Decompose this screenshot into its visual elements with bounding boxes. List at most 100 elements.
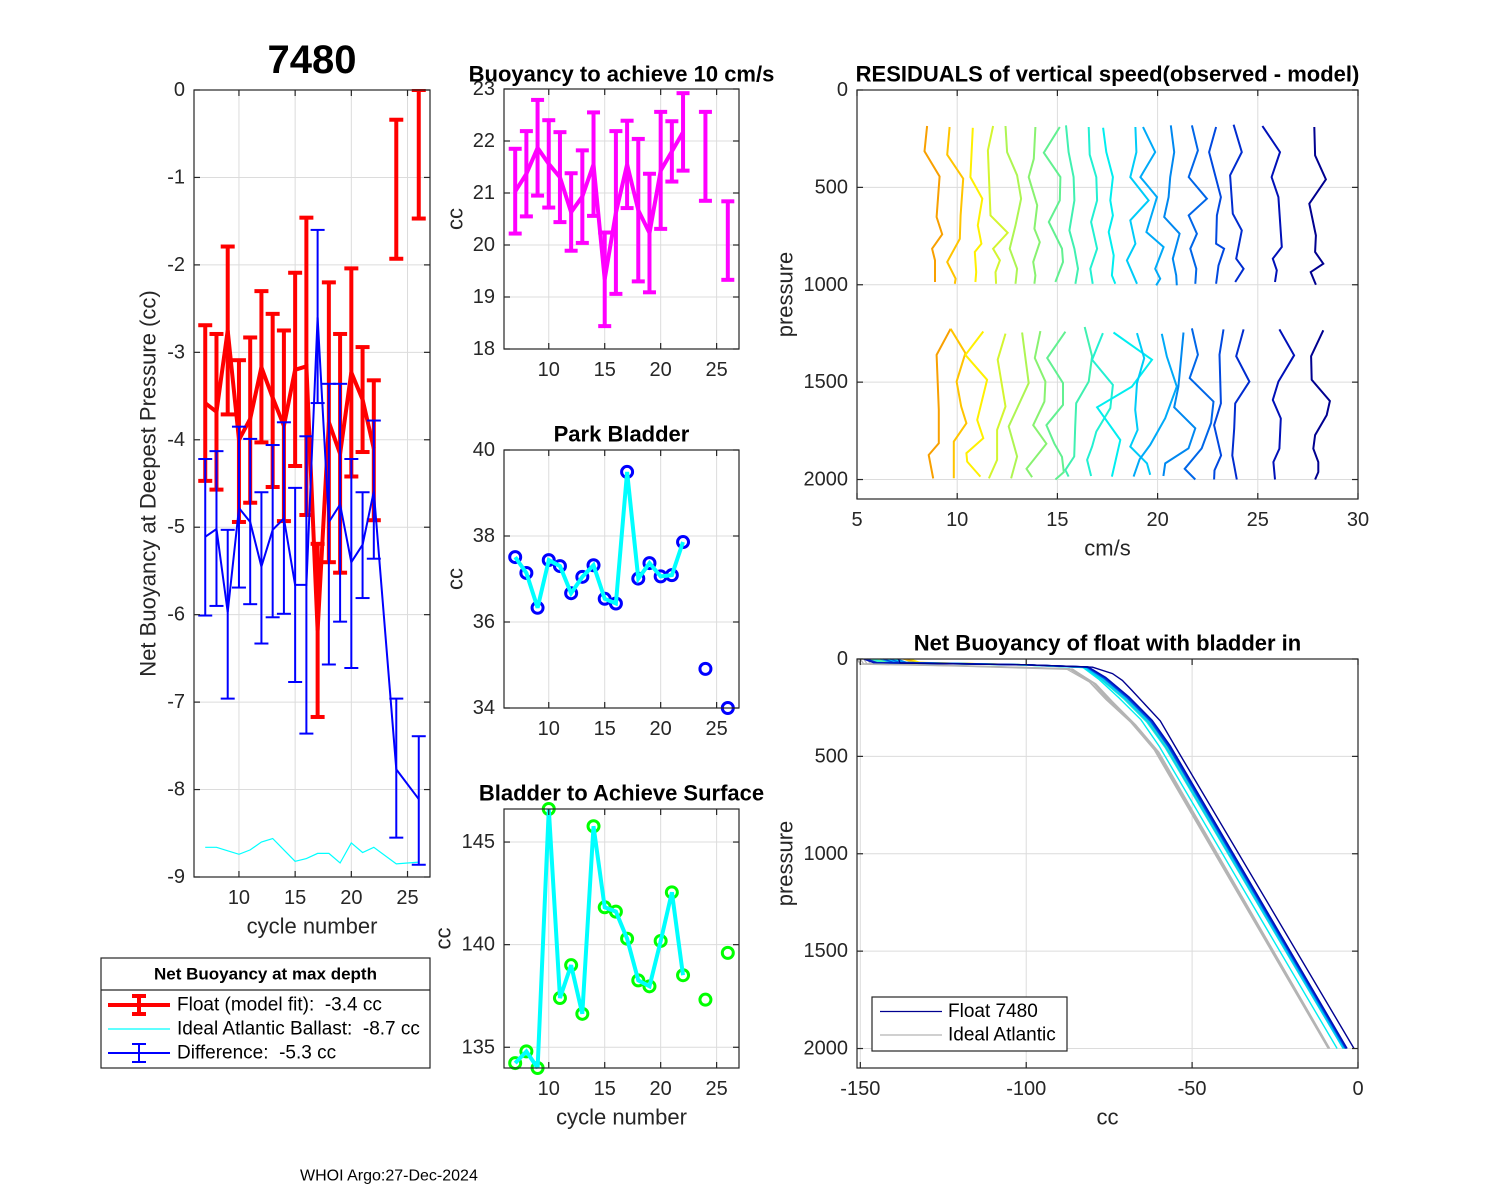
y-tick-label: 21 [473, 182, 495, 204]
chart-title: Park Bladder [554, 422, 690, 447]
chart-title: Net Buoyancy of float with bladder in [914, 631, 1301, 656]
residual-profile [1064, 125, 1094, 478]
y-tick-label: 2000 [804, 1038, 849, 1060]
grid [857, 90, 1358, 499]
residual-profile-upper [923, 125, 944, 282]
y-tick-label: 19 [473, 286, 495, 308]
y-tick-label: 38 [473, 525, 495, 547]
residual-profile [1095, 127, 1154, 477]
chart-park-bladder: 10 15 20 25 34 36 38 40 Park Bladder cc [443, 422, 740, 740]
residual-profile-upper [1087, 126, 1099, 284]
error-bar [609, 129, 623, 296]
error-bar [564, 171, 578, 253]
residual-profile-upper [1102, 127, 1117, 285]
residual-profile [1261, 125, 1296, 480]
error-bar [721, 199, 735, 282]
x-axis-label: cycle number [247, 914, 378, 939]
y-tick-label: 0 [837, 648, 848, 670]
residual-profile [946, 126, 968, 479]
error-bar [344, 458, 359, 670]
grid [504, 450, 739, 708]
legend-net-buoyancy: Net Buoyancy at max depth Float (model fi… [100, 957, 431, 1069]
x-axis-label: cc [1097, 1105, 1119, 1130]
data-point-marker [720, 945, 735, 960]
residual-profile [1042, 126, 1067, 481]
legend-label: Ideal Atlantic Ballast: -8.7 cc [177, 1019, 420, 1040]
y-tick-label: -3 [167, 341, 185, 363]
x-axis-label: cm/s [1084, 536, 1130, 561]
series-difference [198, 228, 426, 866]
residual-profile-upper [1065, 125, 1080, 284]
axis-box [503, 88, 740, 350]
axis-box [856, 658, 1359, 1069]
y-tick-label: 1000 [804, 843, 849, 865]
error-bar [333, 382, 348, 623]
x-tick-label: 20 [1146, 509, 1168, 531]
plot-markers [508, 464, 735, 715]
residual-profile [1229, 124, 1251, 480]
legend-label: Float (model fit): -3.4 cc [177, 995, 382, 1016]
residual-profile-lower [1025, 330, 1048, 478]
y-tick-label: 145 [462, 831, 495, 853]
axis-box [856, 89, 1359, 500]
y-tick-label: 500 [815, 176, 848, 198]
legend-label: Difference: -5.3 cc [177, 1043, 336, 1064]
x-tick-label: 10 [538, 718, 560, 740]
series-line [203, 330, 376, 631]
residual-profile [923, 125, 952, 479]
legend-label: Float 7480 [948, 1001, 1038, 1022]
residual-profile-upper [946, 126, 965, 284]
data-point-marker [698, 992, 713, 1007]
x-tick-label: 25 [705, 1078, 727, 1100]
chart-title: RESIDUALS of vertical speed(observed - m… [856, 62, 1360, 87]
data-point-marker [575, 569, 590, 584]
legend-label: Ideal Atlantic [948, 1025, 1056, 1046]
data-point-marker [552, 559, 567, 574]
y-tick-label: 20 [473, 234, 495, 256]
x-tick-label: 15 [594, 359, 616, 381]
residual-profile [964, 127, 989, 478]
residual-profile-lower [949, 328, 968, 479]
error-bar [676, 91, 690, 173]
y-tick-label: -1 [167, 166, 185, 188]
y-tick-label: 140 [462, 934, 495, 956]
plot-lines [198, 89, 426, 866]
x-tick-label: 30 [1347, 509, 1369, 531]
residual-profile-upper [1308, 126, 1328, 286]
error-bar [642, 171, 656, 295]
footer-text: WHOI Argo:27-Dec-2024 [300, 1168, 478, 1185]
error-bar [698, 109, 712, 203]
error-bar [231, 425, 246, 589]
y-tick-label: 1000 [804, 274, 849, 296]
residual-profile [1125, 126, 1152, 476]
residual-profile [1004, 125, 1030, 479]
axis-box [193, 89, 431, 878]
chart-net-buoyancy-bladder-in: -150 -100 -50 0 0 500 1000 1500 2000 Net Buoyancy… [773, 631, 1364, 1130]
y-tick-label: 1500 [804, 371, 849, 393]
residual-profile-lower [1086, 332, 1114, 477]
x-tick-label: 10 [538, 1078, 560, 1100]
y-axis-label: pressure [773, 252, 798, 338]
y-axis-label: pressure [773, 821, 798, 907]
residual-profile-lower [1045, 331, 1067, 481]
residual-profile-upper [1027, 126, 1041, 284]
error-bar [508, 146, 522, 236]
error-bar [209, 450, 224, 607]
x-tick-label: 20 [650, 1078, 672, 1100]
error-bar [519, 129, 533, 219]
error-bar [355, 491, 370, 600]
x-tick-label: 20 [650, 718, 672, 740]
y-axis-label: Net Buoyancy at Deepest Pressure (cc) [136, 290, 161, 676]
plot-area [504, 450, 739, 708]
y-tick-label: -9 [167, 866, 185, 888]
residual-profile [1132, 126, 1178, 477]
error-bar [366, 419, 381, 560]
residual-profile-lower [1095, 331, 1154, 477]
data-point-marker [519, 1044, 534, 1059]
residual-profile-lower [1213, 329, 1225, 480]
y-tick-label: 0 [174, 79, 185, 101]
residual-profile-upper [969, 127, 984, 283]
x-tick-label: 10 [228, 887, 250, 909]
residual-profile [986, 125, 1010, 479]
